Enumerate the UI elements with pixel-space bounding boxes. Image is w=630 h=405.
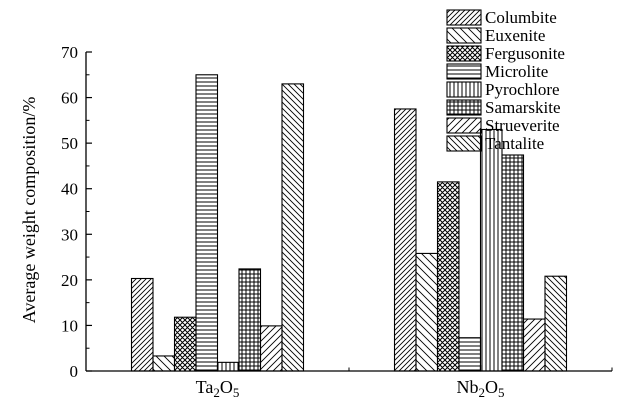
legend-label: Euxenite (485, 26, 545, 45)
bar (173, 316, 197, 372)
bar (281, 83, 305, 372)
category-text: O (220, 377, 233, 397)
y-tick-label: 40 (61, 180, 78, 199)
category-subscript: 5 (498, 385, 505, 400)
bars (130, 74, 568, 372)
bar (393, 108, 417, 372)
legend-label: Pyrochlore (485, 80, 560, 99)
bar (238, 268, 262, 372)
bar (436, 181, 460, 372)
category-text: Ta (196, 377, 214, 397)
legend-label: Columbite (485, 8, 557, 27)
legend-swatch (446, 9, 482, 26)
x-category-labels: Ta2O5 Nb2O5 (196, 377, 505, 400)
y-axis-label: Average weight composition/% (19, 97, 39, 324)
y-tick-label: 10 (61, 316, 78, 335)
legend-swatch (446, 135, 482, 152)
bar (259, 325, 283, 372)
bar (130, 277, 154, 372)
bar (479, 128, 503, 372)
legend-label: Microlite (485, 62, 548, 81)
legend-label: Samarskite (485, 98, 561, 117)
bar (216, 361, 240, 372)
y-tick-label: 60 (61, 89, 78, 108)
y-tick-label: 70 (61, 43, 78, 62)
x-category-label: Ta2O5 (196, 377, 240, 400)
legend: ColumbiteEuxeniteFergusoniteMicrolitePyr… (446, 8, 565, 153)
bar (522, 318, 546, 372)
bar (544, 275, 568, 372)
y-tick-labels: 0 10 20 30 40 50 60 70 (61, 43, 78, 381)
y-tick-label: 50 (61, 134, 78, 153)
legend-swatch (446, 117, 482, 134)
bar (195, 74, 219, 372)
legend-label: Tantalite (485, 134, 544, 153)
legend-swatch (446, 63, 482, 80)
legend-label: Fergusonite (485, 44, 565, 63)
legend-swatch (446, 99, 482, 116)
bar (501, 154, 525, 372)
bar (152, 355, 176, 372)
category-text: O (485, 377, 498, 397)
legend-swatch (446, 27, 482, 44)
category-subscript: 2 (479, 385, 486, 400)
category-text: Nb (457, 377, 479, 397)
y-tick-label: 20 (61, 271, 78, 290)
legend-swatch (446, 81, 482, 98)
legend-label: Strueverite (485, 116, 560, 135)
bar (458, 337, 482, 372)
category-subscript: 2 (213, 385, 220, 400)
y-tick-label: 0 (70, 362, 79, 381)
category-subscript: 5 (233, 385, 240, 400)
legend-swatch (446, 45, 482, 62)
bar (415, 252, 439, 372)
y-tick-label: 30 (61, 225, 78, 244)
x-category-label: Nb2O5 (457, 377, 505, 400)
